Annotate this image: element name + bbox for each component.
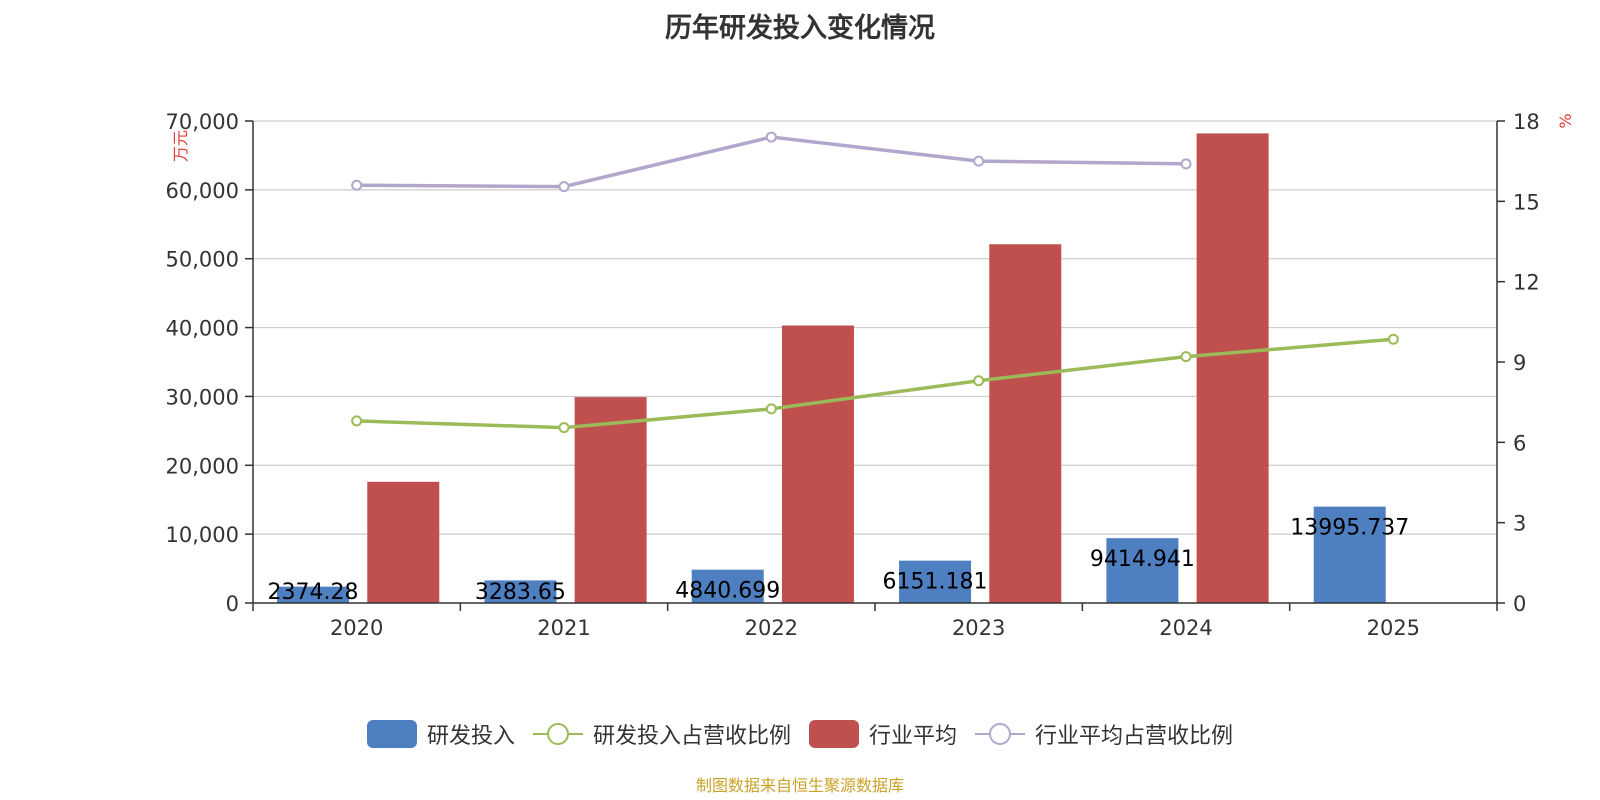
legend-item-rd-ratio[interactable]: 研发投入占营收比例 [532, 718, 791, 750]
y-left-tick-label: 20,000 [166, 454, 239, 478]
x-tick-label: 2022 [745, 616, 798, 640]
legend-label-industry-average: 行业平均 [869, 724, 958, 749]
grid-lines [253, 120, 1497, 535]
point-rd-ratio [765, 403, 777, 415]
y-right-tick-label: 15 [1513, 190, 1540, 214]
y-right-tick-label: 18 [1513, 110, 1540, 134]
chart-title: 历年研发投入变化情况 [665, 13, 935, 44]
point-rd-ratio [351, 415, 363, 427]
y-left-axis-label: 万元 [171, 130, 190, 162]
bar-industry-average [781, 325, 854, 603]
bar-data-label: 3283.65 [475, 580, 566, 605]
legend-swatch-rd-ratio [532, 723, 583, 745]
legend-swatch-industry-average [809, 720, 859, 748]
point-industry-ratio [765, 131, 777, 143]
y-left-tick-label: 40,000 [166, 317, 239, 341]
point-rd-ratio [558, 422, 570, 434]
line-marks [351, 131, 1399, 434]
y-right-axis-label: % [1556, 113, 1575, 128]
point-rd-ratio [1387, 333, 1399, 345]
x-tick-label: 2023 [952, 616, 1005, 640]
x-tick-label: 2021 [537, 616, 590, 640]
x-tick-label: 2025 [1367, 616, 1420, 640]
bar-rd-investment [484, 580, 557, 603]
legend-item-industry-ratio[interactable]: 行业平均占营收比例 [975, 718, 1233, 750]
x-tick-label: 2024 [1159, 616, 1212, 640]
y-right-tick-label: 0 [1513, 592, 1526, 616]
point-industry-ratio [351, 179, 363, 191]
y-right-tick-label: 3 [1513, 512, 1526, 536]
axes: 0 10,000 20,000 30,000 40,000 50,000 60,000 70,… [166, 110, 1540, 640]
legend-item-industry-average[interactable]: 行业平均 [809, 718, 957, 750]
y-right-tick-label: 12 [1513, 271, 1540, 295]
y-right-tick-label: 6 [1513, 431, 1526, 455]
point-industry-ratio [1180, 158, 1192, 170]
legend: 研发投入 研发投入占营收比例 行业平均 行业平均占营收比例 [0, 718, 1600, 750]
bar-industry-average [1196, 133, 1269, 603]
y-left-tick-label: 50,000 [166, 248, 239, 272]
y-left-tick-label: 60,000 [166, 179, 239, 203]
legend-label-rd-ratio: 研发投入占营收比例 [592, 724, 791, 749]
legend-swatch-rd-investment [366, 720, 417, 748]
bar-data-label: 2374.28 [268, 580, 359, 605]
point-industry-ratio [558, 181, 570, 193]
legend-label-industry-ratio: 行业平均占营收比例 [1035, 724, 1234, 749]
legend-item-rd-investment[interactable]: 研发投入 [366, 718, 515, 750]
point-rd-ratio [973, 375, 985, 387]
bar-data-label: 6151.181 [883, 570, 988, 595]
bar-industry-average [989, 244, 1062, 604]
line-rd-ratio [356, 337, 1394, 430]
bar-rd-investment [691, 569, 764, 603]
line-industry-ratio [356, 135, 1187, 189]
bar-rd-investment [277, 586, 350, 603]
bar-industry-average [574, 397, 647, 603]
bar-industry-average [367, 481, 440, 603]
y-left-tick-label: 10,000 [166, 523, 239, 547]
bar-data-label: 13995.737 [1290, 516, 1409, 541]
y-left-tick-label: 30,000 [166, 385, 239, 409]
legend-swatch-industry-ratio [975, 723, 1026, 745]
bar-rd-investment [899, 560, 972, 603]
bar-data-label: 9414.941 [1090, 547, 1195, 572]
bar-rd-investment [1313, 506, 1386, 603]
bar-data-label: 4840.699 [675, 579, 780, 604]
data-labels: 2374.28 3283.65 4840.699 6151.181 9414.941 13… [268, 516, 1410, 605]
data-source-note: 制图数据来自恒生聚源数据库 [695, 776, 904, 795]
point-industry-ratio [973, 155, 985, 167]
bar-rd-investment [1106, 538, 1179, 603]
y-left-tick-label: 0 [226, 592, 239, 616]
point-rd-ratio [1180, 351, 1192, 363]
x-tick-label: 2020 [330, 616, 383, 640]
y-right-tick-label: 9 [1513, 351, 1526, 375]
legend-label-rd-investment: 研发投入 [426, 724, 515, 749]
bar-marks [277, 133, 1386, 604]
y-left-tick-label: 70,000 [166, 110, 239, 134]
